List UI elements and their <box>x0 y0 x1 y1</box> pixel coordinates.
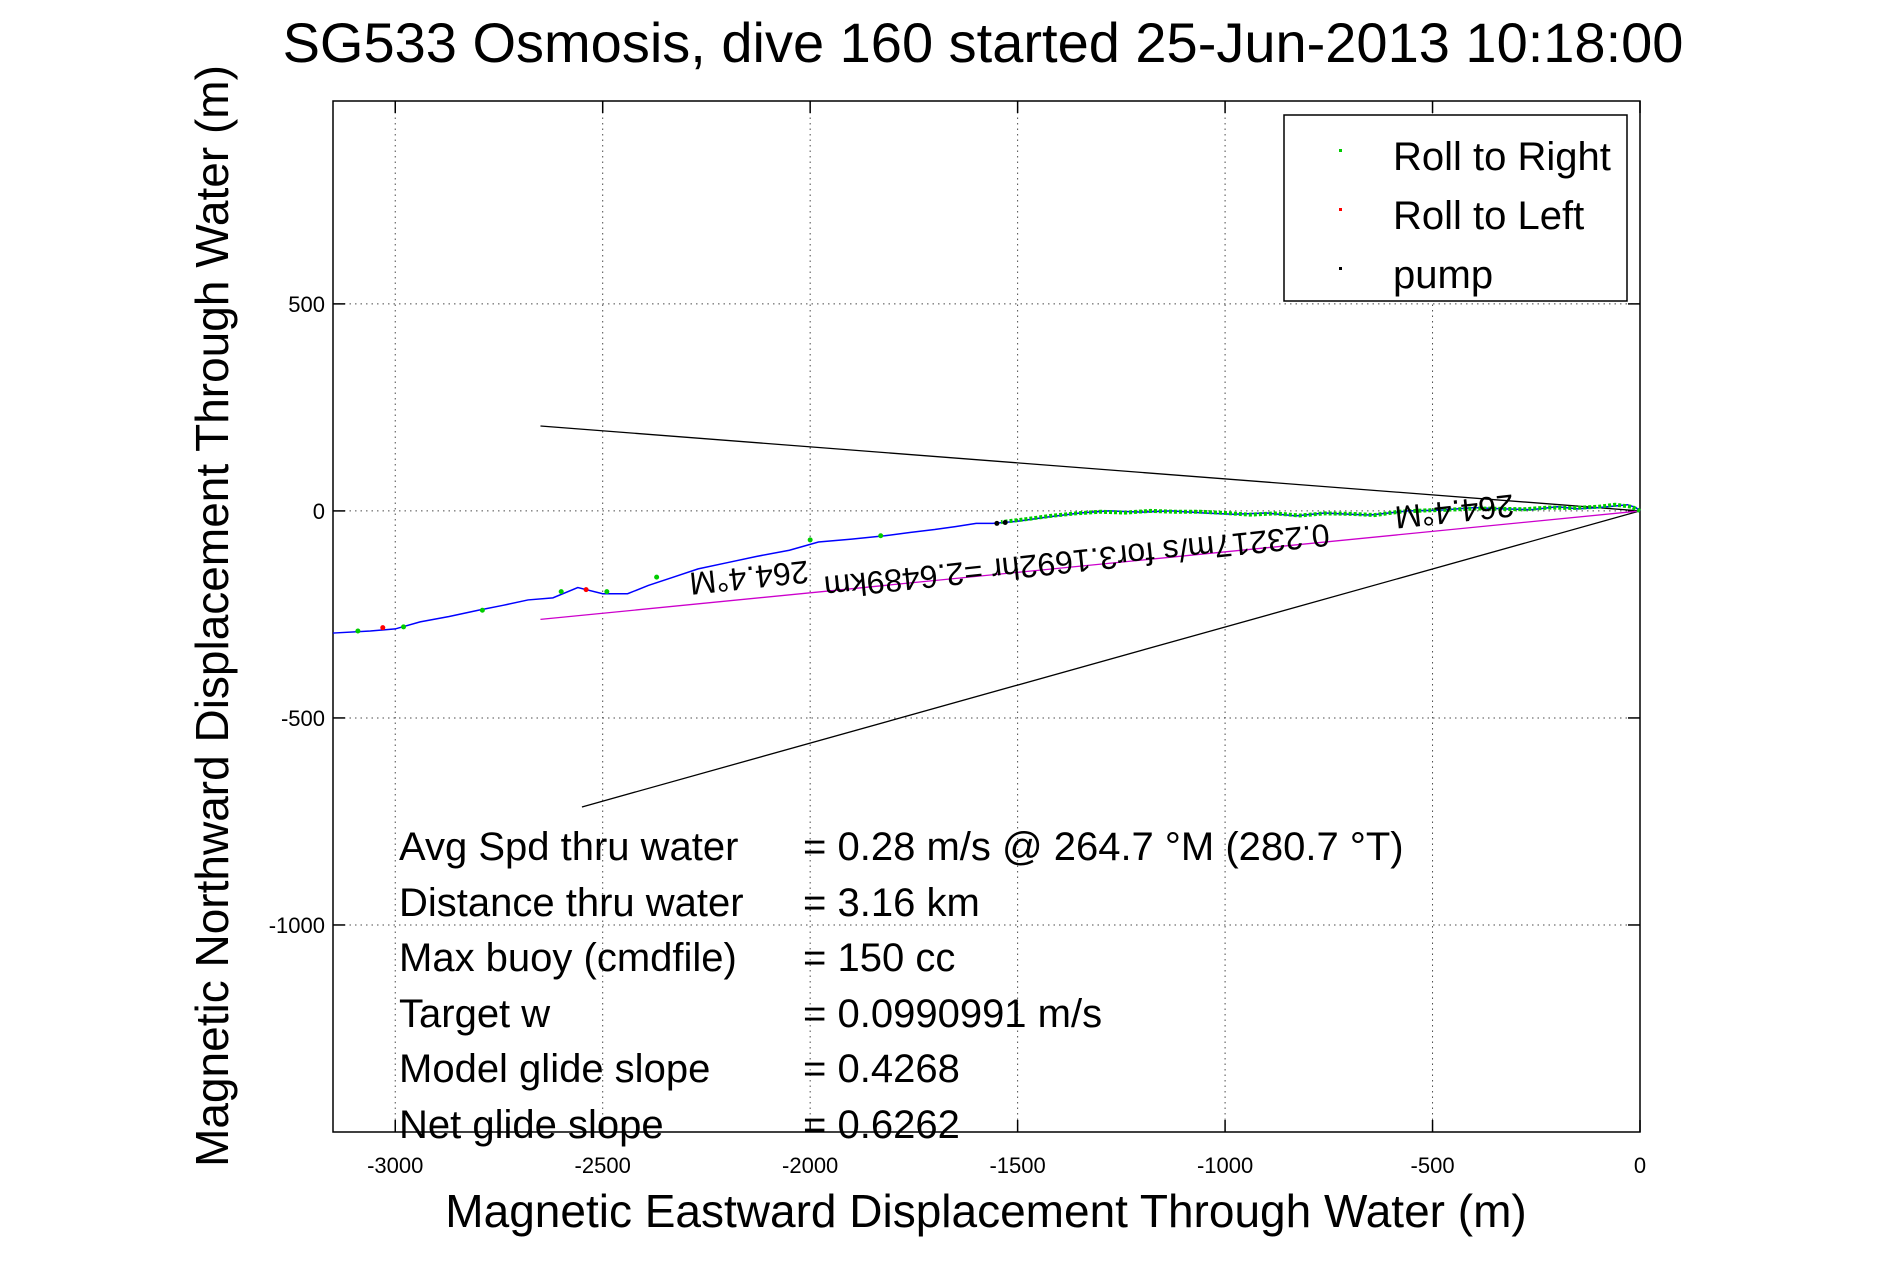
roll-left-point <box>583 587 589 593</box>
stat-value-avg-speed: = 0.28 m/s @ 264.7 °M (280.7 °T) <box>803 825 1404 869</box>
stat-label-avg-speed: Avg Spd thru water <box>399 825 738 869</box>
y-tick-label: 500 <box>288 292 325 317</box>
y-tick-label: -1000 <box>269 913 325 938</box>
x-tick-label: -1000 <box>1197 1153 1253 1178</box>
heading-line <box>540 510 1641 621</box>
x-tick-label: -2000 <box>782 1153 838 1178</box>
x-tick-label: -1500 <box>989 1153 1045 1178</box>
y-tick-label: -500 <box>281 706 325 731</box>
stat-value-max-buoy: = 150 cc <box>803 936 955 980</box>
legend-marker-roll-right <box>1339 149 1342 152</box>
legend: Roll to Right Roll to Left pump <box>1283 114 1628 302</box>
y-axis-label: Magnetic Northward Displacement Through … <box>186 65 238 1167</box>
heading-line <box>540 425 1641 512</box>
stat-value-model-glide: = 0.4268 <box>803 1047 960 1091</box>
roll-right-point <box>479 607 485 613</box>
legend-label-roll-left: Roll to Left <box>1393 194 1584 238</box>
legend-label-pump: pump <box>1393 253 1493 297</box>
stat-label-net-glide: Net glide slope <box>399 1103 664 1147</box>
stat-value-distance: = 3.16 km <box>803 881 980 925</box>
stats-panel: Avg Spd thru water = 0.28 m/s @ 264.7 °M… <box>399 825 1404 1147</box>
heading-line <box>581 510 1641 808</box>
roll-right-point <box>878 533 884 539</box>
x-tick-label: 0 <box>1634 1153 1646 1178</box>
legend-marker-pump <box>1339 267 1342 270</box>
roll-right-point <box>807 537 813 543</box>
x-axis-ticks: -3000 -2500 -2000 -1500 -1000 -500 0 <box>367 101 1646 1178</box>
x-axis-label: Magnetic Eastward Displacement Through W… <box>445 1185 1526 1237</box>
legend-marker-roll-left <box>1339 208 1342 211</box>
x-tick-label: -2500 <box>575 1153 631 1178</box>
chart-title: SG533 Osmosis, dive 160 started 25-Jun-2… <box>283 11 1684 74</box>
roll-right-point <box>558 589 564 595</box>
roll-right-segment <box>1000 502 1641 525</box>
stat-value-net-glide: = 0.6262 <box>803 1103 960 1147</box>
stat-label-max-buoy: Max buoy (cmdfile) <box>399 936 737 980</box>
marker-layer <box>355 520 1008 634</box>
stat-label-model-glide: Model glide slope <box>399 1047 710 1091</box>
track-layer <box>332 502 1641 634</box>
stat-label-target-w: Target w <box>399 992 550 1036</box>
stat-label-distance: Distance thru water <box>399 881 744 925</box>
y-axis-ticks: 500 0 -500 -1000 <box>269 292 1640 938</box>
pump-point <box>994 520 1000 526</box>
roll-right-point <box>355 628 361 634</box>
x-tick-label: -500 <box>1411 1153 1455 1178</box>
legend-label-roll-right: Roll to Right <box>1393 135 1611 179</box>
roll-right-point <box>654 574 660 580</box>
roll-left-point <box>380 625 386 631</box>
pump-point <box>1002 520 1008 526</box>
stat-value-target-w: = 0.0990991 m/s <box>803 992 1102 1036</box>
x-tick-label: -3000 <box>367 1153 423 1178</box>
roll-right-point <box>401 624 407 630</box>
y-tick-label: 0 <box>313 499 325 524</box>
heading-lines <box>540 425 1641 808</box>
roll-right-point <box>604 589 610 595</box>
